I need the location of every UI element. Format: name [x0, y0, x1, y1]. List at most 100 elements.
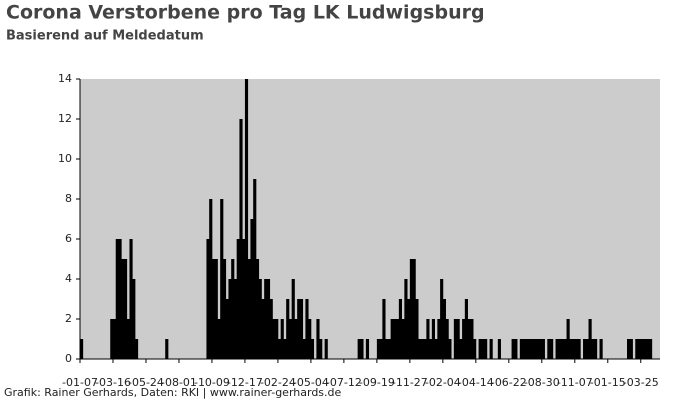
y-tick-label: 4: [65, 272, 72, 285]
bar: [555, 339, 559, 359]
x-tick-label: -01-07: [62, 376, 98, 389]
bar: [134, 339, 139, 359]
bar: [385, 339, 389, 359]
x-tick-label: -05-04: [293, 376, 329, 389]
bar: [401, 319, 405, 359]
bar: [206, 239, 210, 359]
bar: [638, 339, 642, 359]
bar: [434, 339, 438, 359]
bar: [132, 279, 136, 359]
bar: [247, 259, 251, 359]
bar: [569, 339, 573, 359]
x-tick-label: -03-16: [95, 376, 131, 389]
bar: [404, 279, 408, 359]
bar: [511, 339, 515, 359]
bar: [646, 339, 650, 359]
bar: [302, 339, 306, 359]
bar: [118, 239, 122, 359]
bar: [429, 339, 433, 359]
bar: [283, 339, 287, 359]
bar: [533, 339, 537, 359]
bar: [423, 339, 427, 359]
bar: [407, 299, 411, 359]
y-tick-label: 14: [58, 72, 72, 85]
bar: [426, 319, 430, 359]
bar: [563, 339, 567, 359]
y-tick-label: 2: [65, 312, 72, 325]
bar: [459, 339, 463, 359]
bar: [222, 259, 227, 359]
bar: [379, 339, 383, 359]
bar: [297, 299, 301, 359]
bar: [541, 339, 545, 359]
x-tick-label: -06-22: [491, 376, 527, 389]
bar: [272, 319, 276, 359]
bar: [387, 339, 392, 359]
bar: [566, 319, 570, 359]
bar: [266, 279, 271, 359]
bar: [497, 339, 501, 359]
bar: [123, 259, 128, 359]
bar: [437, 319, 441, 359]
bar: [233, 279, 238, 359]
bar: [588, 319, 592, 359]
bar: [294, 319, 298, 359]
bar: [525, 339, 529, 359]
x-tick-label: -03-25: [623, 376, 659, 389]
bar: [244, 79, 249, 359]
bar: [409, 259, 414, 359]
bar: [112, 319, 117, 359]
bar: [209, 199, 213, 359]
bar: [277, 339, 282, 359]
bar: [431, 319, 435, 359]
x-tick-label: -07-12: [326, 376, 362, 389]
bar: [583, 339, 587, 359]
x-tick-label: -04-14: [458, 376, 494, 389]
bar: [522, 339, 526, 359]
bar: [398, 299, 403, 359]
bar: [412, 259, 416, 359]
bar: [484, 339, 488, 359]
bar: [519, 339, 523, 359]
bar: [473, 339, 477, 359]
x-tick-label: -08-30: [524, 376, 560, 389]
bar: [627, 339, 631, 359]
bar: [393, 319, 397, 359]
x-tick-label: -08-01: [161, 376, 197, 389]
bar: [418, 339, 422, 359]
bar: [275, 319, 279, 359]
x-tick-label: -09-19: [359, 376, 395, 389]
bar: [635, 339, 639, 359]
bar: [231, 259, 235, 359]
bar: [574, 339, 578, 359]
x-tick-label: -11-07: [557, 376, 593, 389]
bar: [239, 119, 243, 359]
bar: [594, 339, 598, 359]
bar: [440, 279, 444, 359]
bar: [365, 339, 370, 359]
y-tick-label: 8: [65, 192, 72, 205]
bar: [442, 299, 446, 359]
bar: [572, 339, 576, 359]
bar: [478, 339, 482, 359]
bar: [382, 299, 386, 359]
bar: [643, 339, 647, 359]
bar: [514, 339, 518, 359]
y-tick-label: 10: [58, 152, 72, 165]
bar: [360, 339, 364, 359]
bar: [253, 179, 257, 359]
bar: [445, 319, 449, 359]
bar: [456, 319, 460, 359]
bar: [280, 319, 284, 359]
y-tick-label: 12: [58, 112, 72, 125]
bar: [481, 339, 485, 359]
bar: [558, 339, 562, 359]
bar: [288, 319, 293, 359]
bar: [415, 299, 419, 359]
chart-title: Corona Verstorbene pro Tag LK Ludwigsbur…: [6, 2, 485, 24]
bar: [258, 279, 262, 359]
bar: [376, 339, 381, 359]
bar: [291, 279, 295, 359]
bar: [310, 339, 315, 359]
